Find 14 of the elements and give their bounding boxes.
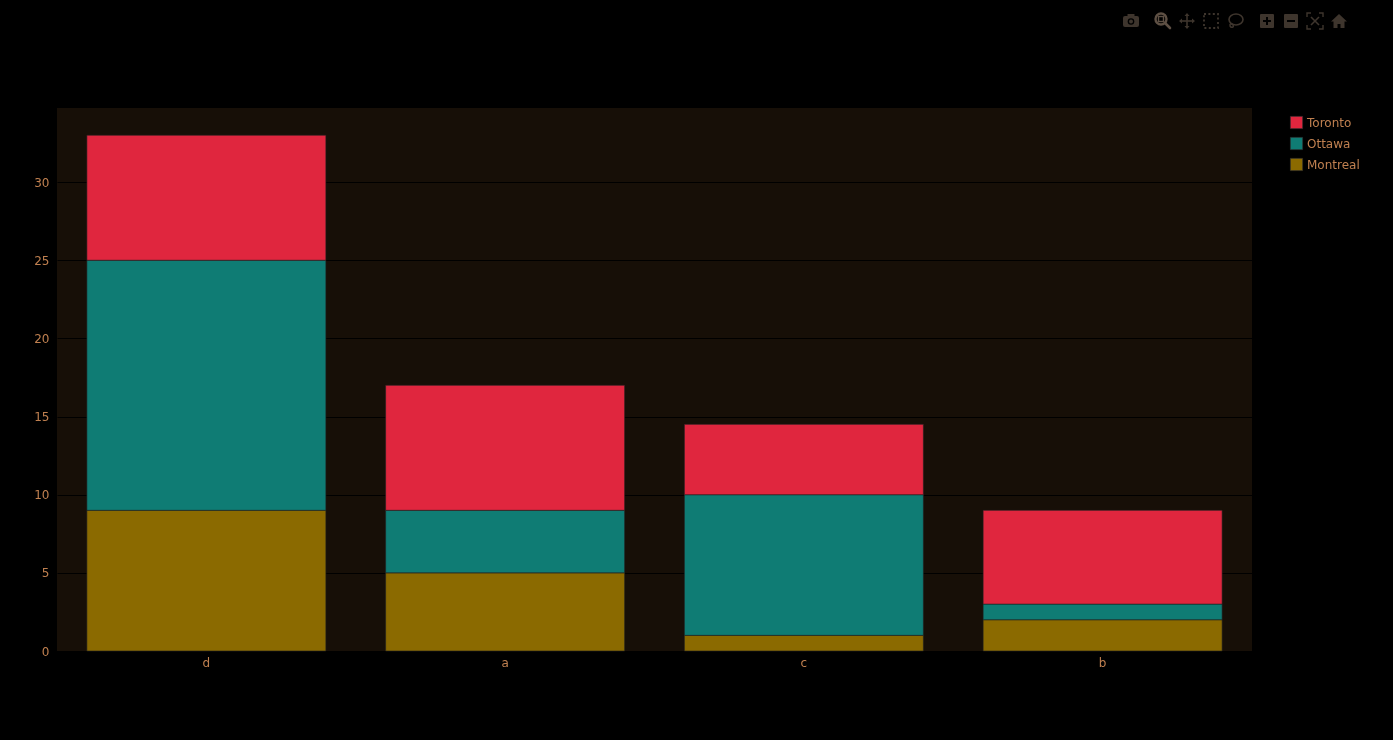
y-tick-label: 10 xyxy=(34,488,50,503)
x-tick-label: b xyxy=(1098,655,1107,670)
y-tick-label: 0 xyxy=(41,644,50,659)
x-tick-label: c xyxy=(800,655,808,670)
y-tick-label: 15 xyxy=(34,410,50,425)
legend-label: Toronto xyxy=(1306,115,1352,130)
legend-label: Montreal xyxy=(1307,157,1360,172)
x-tick-label: d xyxy=(202,655,211,670)
legend-label: Ottawa xyxy=(1307,136,1351,151)
y-tick-label: 20 xyxy=(34,331,50,346)
y-tick-label: 5 xyxy=(41,566,50,581)
x-tick-label: a xyxy=(501,655,509,670)
y-tick-label: 25 xyxy=(34,253,50,268)
y-tick-label: 30 xyxy=(34,175,50,190)
